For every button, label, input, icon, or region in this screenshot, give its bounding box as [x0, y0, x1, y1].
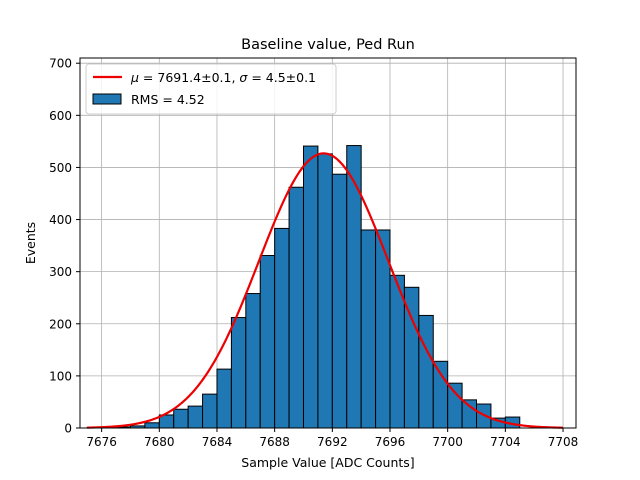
legend-hist-swatch — [92, 93, 122, 105]
chart-title: Baseline value, Ped Run — [241, 37, 415, 53]
x-tick-label: 7684 — [202, 435, 233, 449]
y-axis-label: Events — [23, 222, 38, 264]
plot-frame — [79, 57, 577, 429]
y-tick-label: 100 — [49, 369, 72, 383]
x-tick-label: 7680 — [144, 435, 175, 449]
y-tick-label: 500 — [49, 161, 72, 175]
y-tick-label: 300 — [49, 265, 72, 279]
x-axis-label: Sample Value [ADC Counts] — [241, 455, 414, 470]
histogram-bar — [317, 153, 333, 429]
axis-ticks: 7676 7680 7684 7688 7692 7696 7700 7704 7708 0 100… — [49, 57, 578, 449]
histogram-bar — [245, 293, 261, 429]
gaussian-fit-curve — [87, 152, 564, 429]
x-tick-label: 7688 — [259, 435, 290, 449]
histogram-bar — [202, 393, 218, 429]
histogram-bar — [259, 255, 276, 429]
legend-hist-label: RMS = 4.52 — [131, 92, 205, 107]
x-tick-label: 7696 — [375, 435, 406, 449]
legend-fit-label: μ = 7691.4±0.1, σ = 4.5±0.1 — [130, 70, 316, 85]
y-tick-label: 0 — [64, 422, 72, 436]
legend-box — [85, 63, 337, 115]
legend: μ = 7691.4±0.1, σ = 4.5±0.1 RMS = 4.52 — [85, 63, 337, 115]
histogram-bar — [432, 360, 449, 429]
histogram-bar — [331, 173, 348, 429]
x-tick-label: 7692 — [317, 435, 348, 449]
y-tick-label: 200 — [49, 317, 72, 331]
x-tick-label: 7708 — [548, 435, 579, 449]
histogram-bar — [230, 317, 247, 429]
histogram-bar — [346, 145, 362, 429]
x-tick-label: 7700 — [432, 435, 463, 449]
histogram-bar — [144, 422, 160, 429]
histogram-bar — [274, 227, 290, 429]
histogram-bar — [360, 229, 377, 429]
histogram-bar — [302, 145, 319, 429]
histogram-bar — [447, 382, 463, 429]
histogram-bar — [418, 314, 434, 429]
histogram-bar — [173, 408, 189, 429]
histogram-bar — [461, 399, 478, 429]
y-tick-label: 600 — [49, 109, 72, 123]
x-tick-label: 7676 — [86, 435, 117, 449]
y-tick-label: 700 — [49, 57, 72, 71]
y-tick-label: 400 — [49, 213, 72, 227]
histogram-bar — [187, 405, 204, 429]
histogram-bars — [86, 145, 521, 429]
histogram-bar — [288, 186, 304, 429]
histogram-bar — [216, 368, 232, 429]
x-tick-label: 7704 — [490, 435, 521, 449]
